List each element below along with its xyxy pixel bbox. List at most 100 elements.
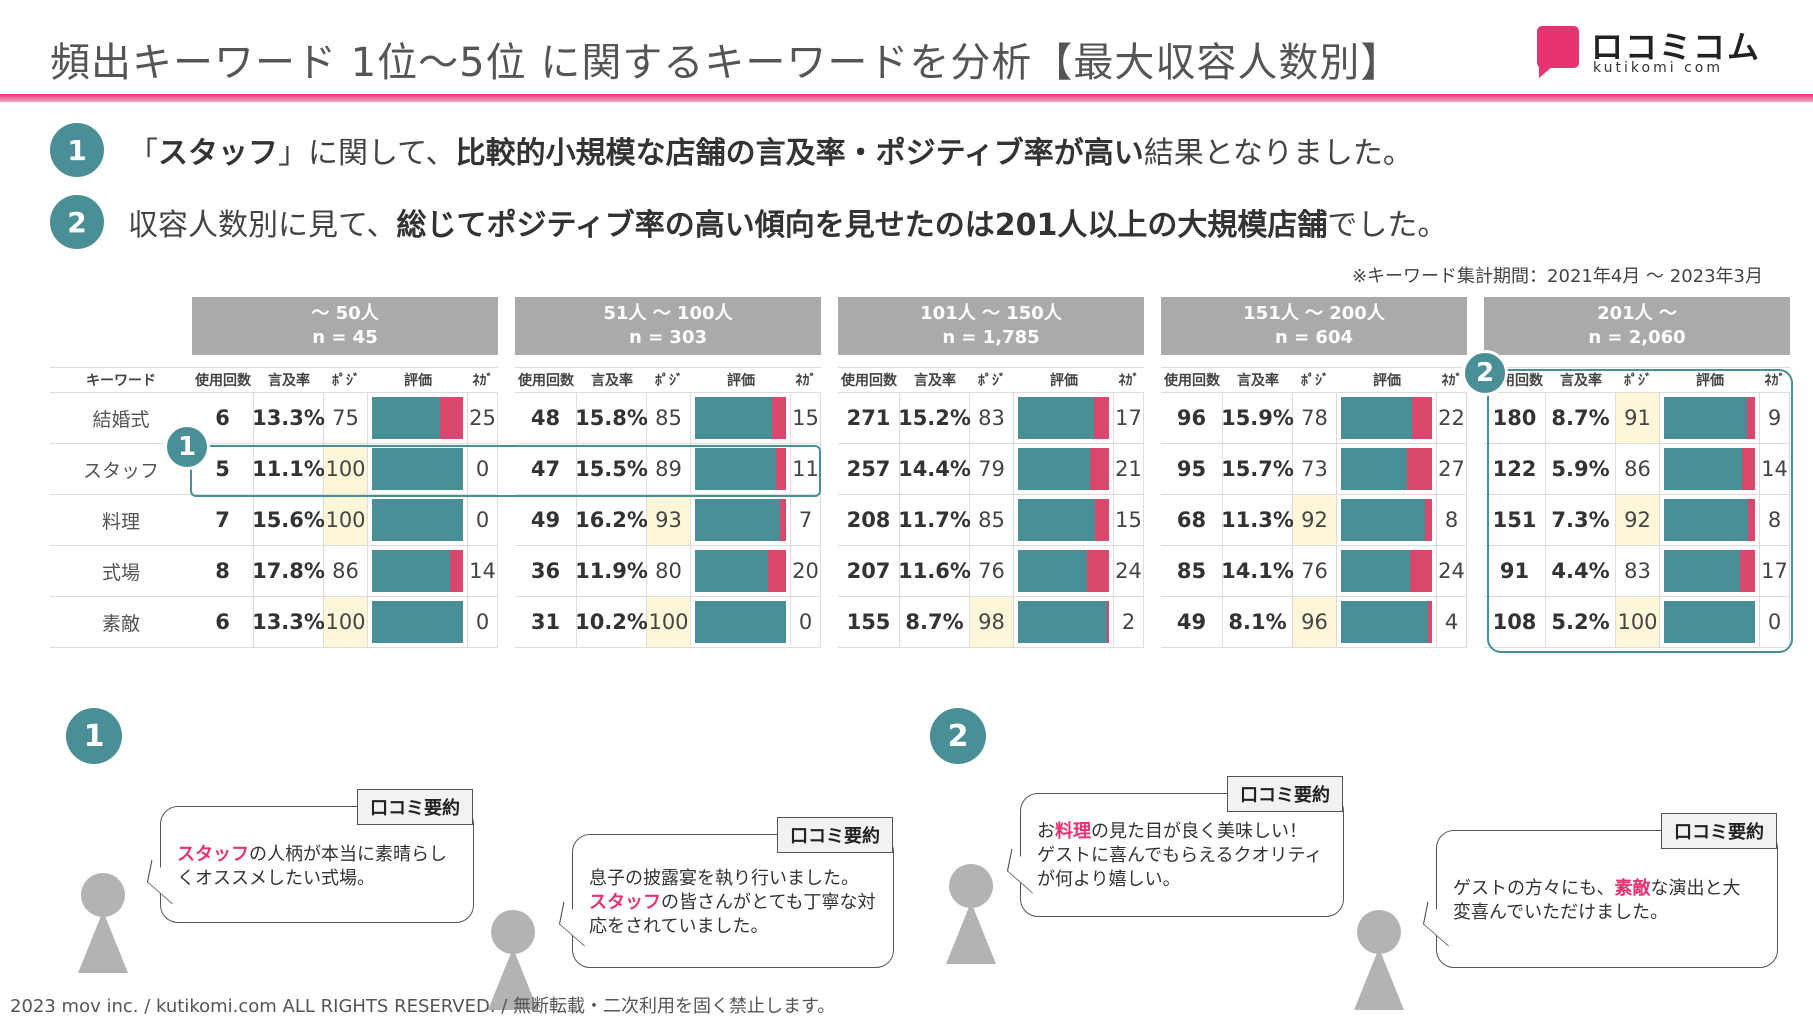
rating-bar-cell	[368, 444, 468, 495]
rating-bar-cell	[1660, 393, 1760, 444]
review-pre: ゲストの方々にも、	[1453, 878, 1615, 899]
review-label: 口コミ要約	[1227, 776, 1343, 812]
rating-bar-cell	[368, 546, 468, 597]
review-text: お料理の見た目が良く美味しい！ ゲストに喜んでもらえるクオリティ が何より嬉しい…	[1037, 820, 1322, 892]
usage-count-cell: 95	[1161, 444, 1223, 495]
group-n: n = 2,060	[1588, 327, 1686, 348]
mention-rate-cell: 8.1%	[1223, 597, 1293, 648]
positive-bar	[1341, 448, 1408, 490]
positive-bar	[1018, 397, 1094, 439]
mention-rate-cell: 14.4%	[898, 444, 971, 495]
group-table-2: 使用回数 言及率 ﾎﾟｼﾞ 評価 ﾈｶﾞ 48 15.8% 85 15 47 15.5% 89 11 49…	[515, 367, 821, 648]
negative-rate-cell: 0	[1760, 597, 1790, 648]
review-pre: 息子の披露宴を執り行いました。	[589, 868, 859, 889]
column-header-row: 使用回数 言及率 ﾎﾟｼﾞ 評価 ﾈｶﾞ	[1161, 367, 1467, 393]
column-header: ﾎﾟｼﾞ	[1616, 367, 1660, 393]
usage-count-cell: 257	[838, 444, 900, 495]
mention-rate-cell: 8.7%	[1546, 393, 1616, 444]
rating-bar-cell	[1660, 444, 1760, 495]
positive-rate-cell: 76	[970, 546, 1014, 597]
positive-bar	[1341, 397, 1412, 439]
negative-bar	[779, 499, 786, 541]
table-row: 96 15.9% 78 22	[1161, 393, 1467, 444]
review-text: スタッフの人柄が本当に素晴らし くオススメしたい式場。	[177, 843, 447, 891]
positive-bar	[695, 499, 780, 541]
mention-rate-cell: 11.6%	[898, 546, 971, 597]
column-header: 使用回数	[515, 367, 577, 393]
positive-rate-cell: 86	[1616, 444, 1660, 495]
table-row: 122 5.9% 86 14	[1484, 444, 1790, 495]
review-rest: の人柄が本当に素晴らし くオススメしたい式場。	[177, 844, 447, 889]
group-table-1: 使用回数 言及率 ﾎﾟｼﾞ 評価 ﾈｶﾞ 6 13.3% 75 25 5 11.1% 100 0 7 15.…	[192, 367, 498, 648]
positive-bar	[1018, 499, 1096, 541]
positive-bar	[1664, 601, 1755, 643]
review-rest: の見た目が良く美味しい！ ゲストに喜んでもらえるクオリティ が何より嬉しい。	[1037, 821, 1323, 890]
usage-count-cell: 91	[1484, 546, 1546, 597]
negative-rate-cell: 2	[1114, 597, 1144, 648]
negative-rate-cell: 15	[791, 393, 821, 444]
group-header-4: 151人 ～ 200人 n = 604	[1161, 297, 1467, 355]
group-range: 51人 ～ 100人	[603, 303, 733, 324]
rating-bar-cell	[1660, 597, 1760, 648]
table-row: 68 11.3% 92 8	[1161, 495, 1467, 546]
rating-bar-cell	[691, 495, 791, 546]
column-header: 評価	[1337, 367, 1437, 393]
usage-count-cell: 208	[838, 495, 900, 546]
usage-count-cell: 6	[192, 597, 254, 648]
usage-count-cell: 108	[1484, 597, 1546, 648]
table-row: 108 5.2% 100 0	[1484, 597, 1790, 648]
positive-bar	[695, 601, 786, 643]
usage-count-cell: 47	[515, 444, 577, 495]
positive-bar	[695, 550, 768, 592]
column-header: 評価	[691, 367, 791, 393]
table-row: 48 15.8% 85 15	[515, 393, 821, 444]
mention-rate-cell: 10.2%	[575, 597, 648, 648]
keyword-column: キーワード 結婚式 スタッフ 料理 式場 素敵	[50, 367, 192, 648]
positive-bar	[1664, 499, 1748, 541]
positive-rate-cell: 100	[324, 597, 368, 648]
positive-rate-cell: 98	[970, 597, 1014, 648]
negative-bar	[1093, 397, 1109, 439]
negative-rate-cell: 14	[1760, 444, 1790, 495]
negative-bar	[775, 448, 786, 490]
positive-bar	[372, 499, 463, 541]
usage-count-cell: 48	[515, 393, 577, 444]
mention-rate-cell: 11.9%	[575, 546, 648, 597]
column-header: 言及率	[1223, 367, 1293, 393]
column-header: 使用回数	[838, 367, 900, 393]
usage-count-cell: 68	[1161, 495, 1223, 546]
section-number-2: 2	[930, 708, 986, 764]
positive-bar	[372, 601, 463, 643]
negative-bar	[1411, 397, 1432, 439]
point-1-pre: 「	[128, 136, 158, 171]
review-pre: お	[1037, 821, 1055, 842]
positive-bar	[372, 397, 441, 439]
negative-rate-cell: 8	[1760, 495, 1790, 546]
mention-rate-cell: 15.6%	[252, 495, 325, 546]
positive-rate-cell: 96	[1293, 597, 1337, 648]
review-label: 口コミ要約	[357, 789, 473, 825]
point-1-post: 結果となりました。	[1143, 136, 1413, 171]
mention-rate-cell: 11.7%	[898, 495, 971, 546]
positive-rate-cell: 100	[324, 444, 368, 495]
mention-rate-cell: 16.2%	[575, 495, 648, 546]
table-row: 36 11.9% 80 20	[515, 546, 821, 597]
table-row: 155 8.7% 98 2	[838, 597, 1144, 648]
negative-rate-cell: 25	[468, 393, 498, 444]
table-row: 6 13.3% 75 25	[192, 393, 498, 444]
column-header: 評価	[368, 367, 468, 393]
keyword-cell: 料理	[50, 495, 192, 546]
rating-bar-cell	[1337, 546, 1437, 597]
negative-rate-cell: 9	[1760, 393, 1790, 444]
table-row: 95 15.7% 73 27	[1161, 444, 1467, 495]
rating-bar-cell	[1337, 393, 1437, 444]
negative-bar	[1407, 448, 1432, 490]
usage-count-cell: 151	[1484, 495, 1546, 546]
table-row: 257 14.4% 79 21	[838, 444, 1144, 495]
point-1-mid: 」に関して、	[278, 136, 456, 171]
negative-bar	[1746, 397, 1755, 439]
group-n: n = 604	[1274, 327, 1353, 348]
table-row: 49 8.1% 96 4	[1161, 597, 1467, 648]
speech-bubble-logo-icon	[1537, 26, 1579, 78]
negative-rate-cell: 22	[1437, 393, 1467, 444]
